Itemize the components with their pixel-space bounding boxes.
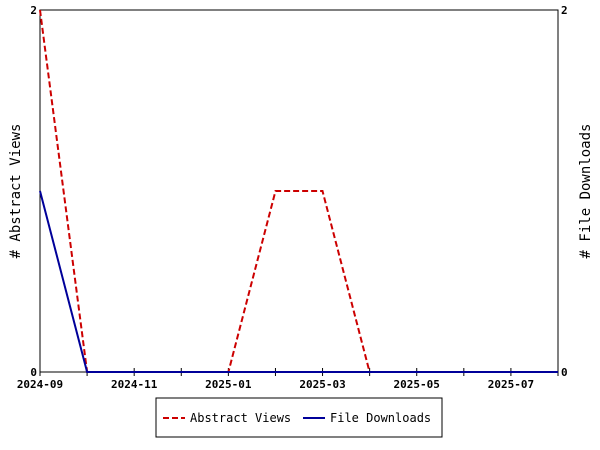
series-line-file-downloads (39, 190, 558, 373)
x-tick-label: 2025-05 (394, 378, 440, 391)
x-axis-ticks: 2024-09 2024-11 2025-01 2025-03 2025-05 2025-… (17, 368, 559, 391)
y-axis-label-right: # File Downloads (578, 124, 594, 259)
legend-box (155, 397, 443, 438)
y-axis-label-left: # Abstract Views (8, 124, 24, 259)
x-tick-label: 2025-07 (488, 378, 534, 391)
x-tick-label: 2024-09 (17, 378, 63, 391)
x-tick-label: 2025-03 (299, 378, 345, 391)
x-tick-label: 2025-01 (205, 378, 252, 391)
y-tick-label-left: 0 (30, 366, 37, 379)
legend-label-abstract-views: Abstract Views (190, 411, 291, 425)
y-tick-label-right: 0 (561, 366, 568, 379)
y-axis-ticks: 0 2 0 2 (30, 4, 567, 379)
y-tick-label-left: 2 (30, 4, 37, 17)
series-lines (39, 9, 558, 373)
x-tick-label: 2024-11 (111, 378, 158, 391)
legend: Abstract Views File Downloads (155, 397, 443, 438)
legend-label-file-downloads: File Downloads (330, 411, 431, 425)
y-tick-label-right: 2 (561, 4, 568, 17)
